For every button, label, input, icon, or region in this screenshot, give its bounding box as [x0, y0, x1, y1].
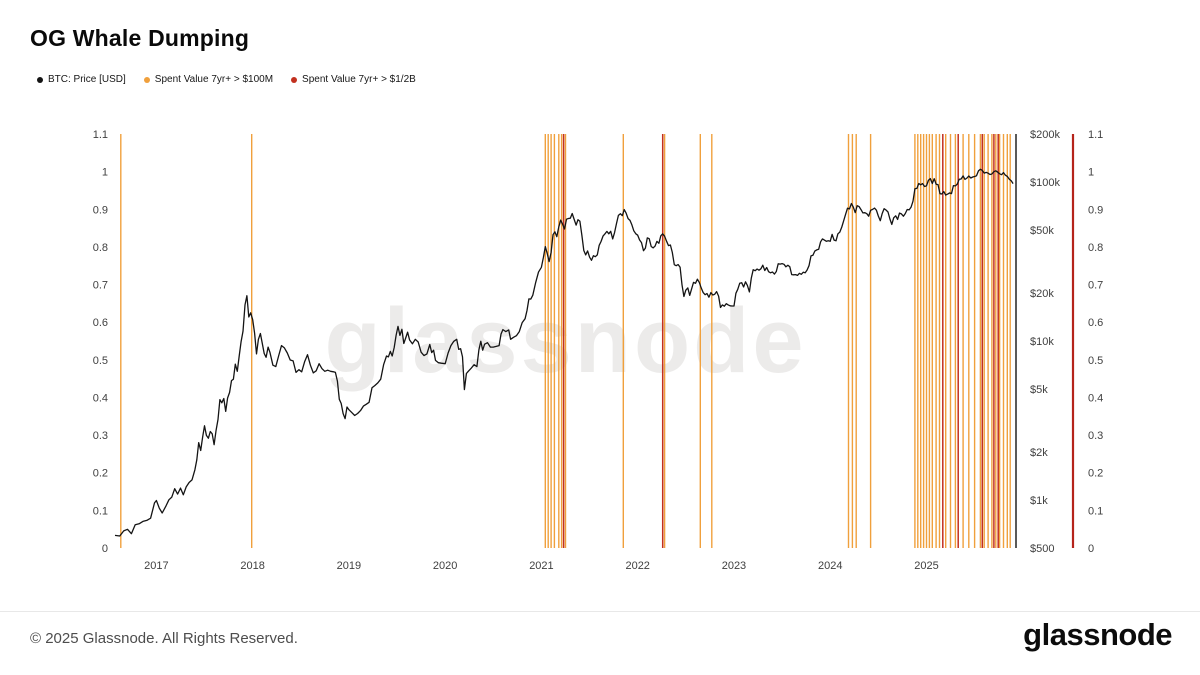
far-right-axis-tick-label: 0.6 — [1088, 317, 1103, 329]
left-axis-tick-label: 0.8 — [93, 242, 108, 254]
glassnode-logo[interactable]: glassnode — [1023, 617, 1172, 652]
legend-dot-btc-price — [37, 76, 43, 83]
left-axis-tick-label: 0.6 — [93, 317, 108, 329]
price-axis-tick-label: $500 — [1030, 543, 1054, 555]
x-axis-tick-label: 2025 — [914, 560, 938, 572]
left-axis-tick-label: 1.1 — [93, 129, 108, 141]
legend-item-btc-price[interactable]: BTC: Price [USD] — [37, 74, 126, 85]
footer-divider — [0, 611, 1200, 612]
legend-label-btc-price: BTC: Price [USD] — [48, 74, 126, 85]
price-axis-tick-label: $2k — [1030, 447, 1048, 459]
legend-dot-spent-100m — [143, 76, 150, 83]
price-axis-tick-label: $5k — [1030, 384, 1048, 396]
left-axis-tick-label: 0.1 — [93, 505, 108, 517]
x-axis-tick-label: 2022 — [625, 560, 649, 572]
left-axis-tick-label: 0 — [102, 543, 108, 555]
legend-label-spent-500m: Spent Value 7yr+ > $1/2B — [302, 74, 416, 85]
price-axis-tick-label: $20k — [1030, 288, 1054, 300]
left-axis-tick-label: 0.3 — [93, 430, 108, 442]
x-axis-tick-label: 2020 — [433, 560, 457, 572]
left-axis-tick-label: 0.9 — [93, 204, 108, 216]
x-axis-tick-label: 2021 — [529, 560, 553, 572]
far-right-axis-tick-label: 0.8 — [1088, 242, 1103, 254]
price-axis-tick-label: $10k — [1030, 336, 1054, 348]
left-axis-tick-label: 0.7 — [93, 280, 108, 292]
legend: BTC: Price [USD] Spent Value 7yr+ > $100… — [37, 74, 416, 85]
far-right-axis-tick-label: 0.7 — [1088, 280, 1103, 292]
price-axis-tick-label: $1k — [1030, 495, 1048, 507]
price-axis-tick-label: $50k — [1030, 225, 1054, 237]
far-right-axis-tick-label: 0.1 — [1088, 505, 1103, 517]
btc-price-line — [114, 168, 1014, 537]
chart-title: OG Whale Dumping — [30, 25, 250, 51]
x-axis-tick-label: 2024 — [818, 560, 842, 572]
chart-area: glassnode 00.10.20.30.40.50.60.70.80.911… — [0, 0, 1200, 620]
left-axis-tick-label: 1 — [102, 167, 108, 179]
far-right-axis-tick-label: 0.3 — [1088, 430, 1103, 442]
legend-item-spent-100m[interactable]: Spent Value 7yr+ > $100M — [143, 74, 274, 85]
far-right-axis-tick-label: 0.2 — [1088, 468, 1103, 480]
legend-label-spent-100m: Spent Value 7yr+ > $100M — [154, 74, 274, 85]
x-axis-tick-label: 2017 — [144, 560, 168, 572]
far-right-axis-tick-label: 0.4 — [1088, 392, 1103, 404]
far-right-axis-tick-label: 0 — [1088, 543, 1094, 555]
far-right-axis-tick-label: 0.5 — [1088, 355, 1103, 367]
x-axis-tick-label: 2018 — [240, 560, 264, 572]
left-axis-tick-label: 0.2 — [93, 468, 108, 480]
left-axis-tick-label: 0.5 — [93, 355, 108, 367]
x-axis-tick-label: 2019 — [337, 560, 361, 572]
far-right-axis-tick-label: 1 — [1088, 167, 1094, 179]
legend-dot-spent-500m — [291, 76, 298, 83]
price-axis-tick-label: $100k — [1030, 177, 1060, 189]
far-right-axis-tick-label: 0.9 — [1088, 204, 1103, 216]
legend-item-spent-500m[interactable]: Spent Value 7yr+ > $1/2B — [291, 74, 416, 85]
x-axis-tick-label: 2023 — [722, 560, 746, 572]
chart-canvas[interactable]: 0 0.1 0.2 0.3 0.4 0.5 0.6 0.7 0.8 0.9 1 1.1 $200k $10… — [0, 0, 1200, 620]
left-axis-tick-label: 0.4 — [93, 392, 108, 404]
far-right-axis-tick-label: 1.1 — [1088, 129, 1103, 141]
price-axis-tick-label: $200k — [1030, 129, 1060, 141]
copyright-text: © 2025 Glassnode. All Rights Reserved. — [30, 630, 298, 647]
